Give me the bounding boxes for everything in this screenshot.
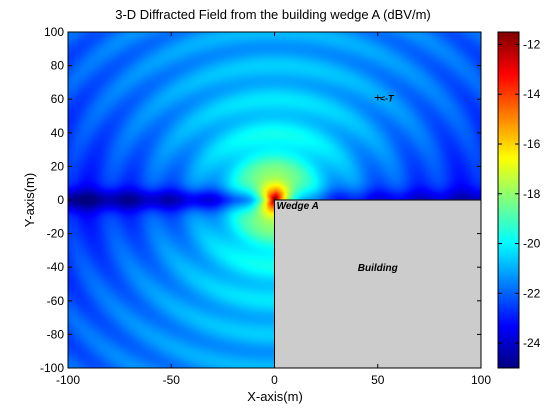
colorbar-tick-label: -16 xyxy=(523,137,541,151)
colorbar-tick-label: -22 xyxy=(523,286,541,300)
colorbar: -12 -14 -16 -18 -20 -22 -24 xyxy=(497,31,541,369)
y-tick-label: 100 xyxy=(44,25,64,39)
colorbar-gradient xyxy=(498,32,519,368)
colorbar-tick-label: -14 xyxy=(523,87,541,101)
colorbar-frame xyxy=(497,31,520,369)
x-tick-label: -100 xyxy=(56,373,80,387)
colorbar-tick-label: -24 xyxy=(523,336,541,350)
colorbar-tick-label: -12 xyxy=(523,37,541,51)
annotation-wedge-a: Wedge A xyxy=(277,201,319,212)
y-tick-label: -100 xyxy=(40,361,64,375)
y-tick-label: -40 xyxy=(47,260,65,274)
y-axis-label: Y-axis(m) xyxy=(22,173,37,227)
colorbar-ticks: -12 -14 -16 -18 -20 -22 -24 xyxy=(498,37,541,350)
colorbar-tick-label: -20 xyxy=(523,237,541,251)
x-tick-label: 0 xyxy=(271,373,278,387)
x-tick-label: 50 xyxy=(371,373,385,387)
x-tick-label: 100 xyxy=(471,373,491,387)
y-tick-label: 60 xyxy=(51,92,65,106)
y-tick-label: -80 xyxy=(47,327,65,341)
y-tick-label: -20 xyxy=(47,227,65,241)
colorbar-tick-label: -18 xyxy=(523,187,541,201)
plot-area: Wedge A Building <-T xyxy=(67,31,482,369)
annotation-transmitter: <-T xyxy=(380,94,395,104)
annotation-building: Building xyxy=(358,263,398,274)
transmitter-marker xyxy=(374,94,381,101)
y-tick-label: 0 xyxy=(57,193,64,207)
x-axis-label: X-axis(m) xyxy=(247,389,303,404)
y-axis: 100 80 60 40 20 0 -20 -40 -60 -80 -100 xyxy=(40,25,481,375)
y-tick-label: 20 xyxy=(51,159,65,173)
building-block xyxy=(274,199,482,369)
x-axis: -100 -50 0 50 100 xyxy=(56,32,491,387)
y-tick-label: 40 xyxy=(51,126,65,140)
y-tick-label: -60 xyxy=(47,294,65,308)
y-tick-label: 80 xyxy=(51,59,65,73)
x-tick-label: -50 xyxy=(163,373,181,387)
chart-title: 3-D Diffracted Field from the building w… xyxy=(115,7,431,22)
